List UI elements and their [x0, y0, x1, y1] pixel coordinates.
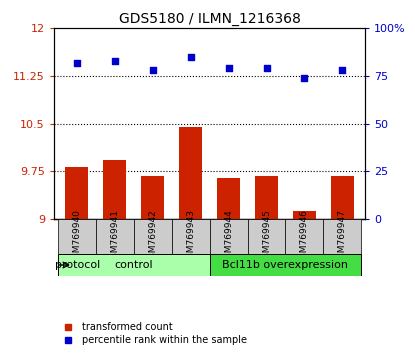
- FancyBboxPatch shape: [172, 219, 210, 254]
- Text: GSM769944: GSM769944: [224, 209, 233, 264]
- Point: [225, 65, 232, 71]
- Bar: [65, 167, 88, 219]
- Bar: [179, 127, 202, 219]
- Text: GSM769946: GSM769946: [300, 209, 309, 264]
- Point: [263, 65, 270, 71]
- FancyBboxPatch shape: [210, 219, 247, 254]
- Text: GSM769945: GSM769945: [262, 209, 271, 264]
- FancyBboxPatch shape: [210, 254, 361, 276]
- FancyBboxPatch shape: [96, 219, 134, 254]
- Text: protocol: protocol: [55, 260, 100, 270]
- Bar: [293, 211, 316, 219]
- Bar: [103, 160, 126, 219]
- Point: [73, 60, 80, 65]
- Point: [339, 67, 346, 73]
- Point: [149, 67, 156, 73]
- FancyBboxPatch shape: [134, 219, 172, 254]
- FancyBboxPatch shape: [58, 254, 210, 276]
- Text: GSM769940: GSM769940: [72, 209, 81, 264]
- Bar: [217, 178, 240, 219]
- FancyBboxPatch shape: [323, 219, 361, 254]
- Text: Bcl11b overexpression: Bcl11b overexpression: [222, 260, 349, 270]
- Point: [111, 58, 118, 64]
- Text: control: control: [115, 260, 153, 270]
- FancyBboxPatch shape: [58, 219, 96, 254]
- Title: GDS5180 / ILMN_1216368: GDS5180 / ILMN_1216368: [119, 12, 300, 26]
- Text: GSM769947: GSM769947: [338, 209, 347, 264]
- Text: GSM769943: GSM769943: [186, 209, 195, 264]
- Point: [187, 54, 194, 60]
- Bar: [255, 176, 278, 219]
- Text: GSM769941: GSM769941: [110, 209, 119, 264]
- FancyBboxPatch shape: [247, 219, 286, 254]
- Text: GSM769942: GSM769942: [148, 209, 157, 264]
- FancyBboxPatch shape: [286, 219, 323, 254]
- Bar: [141, 176, 164, 219]
- Bar: [331, 176, 354, 219]
- Point: [301, 75, 308, 81]
- Legend: transformed count, percentile rank within the sample: transformed count, percentile rank withi…: [55, 319, 251, 349]
